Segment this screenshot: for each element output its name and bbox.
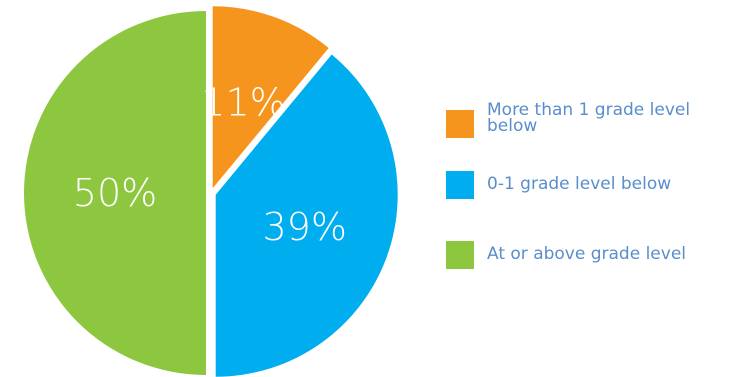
pie-slice-value-label: 11%	[201, 81, 285, 125]
pie-slices	[24, 6, 398, 377]
pie-slice-0-1-grade-below	[215, 54, 398, 377]
legend-label: 0-1 grade level below	[487, 174, 672, 194]
legend-swatch-orange	[446, 110, 474, 138]
legend-item-at-or-above-grade: At or above grade level	[446, 237, 735, 269]
legend-item-0-1-grade-below: 0-1 grade level below	[446, 167, 735, 199]
pie-slice-value-label: 39%	[263, 205, 347, 249]
pie-slice-at-or-above-grade	[24, 11, 206, 375]
legend-item-more-than-1-grade-below: More than 1 grade level below	[446, 102, 735, 140]
legend-swatch-blue	[446, 171, 474, 199]
legend: More than 1 grade level below 0-1 grade …	[446, 102, 735, 307]
legend-label: At or above grade level	[487, 244, 687, 264]
legend-label: More than 1 grade level below	[487, 100, 691, 136]
legend-swatch-green	[446, 241, 474, 269]
pie-slice-value-label: 50%	[73, 171, 157, 215]
pie-slice-more-than-1-grade-below	[212, 6, 329, 189]
pie-labels: 11% 39% 50%	[73, 81, 347, 249]
